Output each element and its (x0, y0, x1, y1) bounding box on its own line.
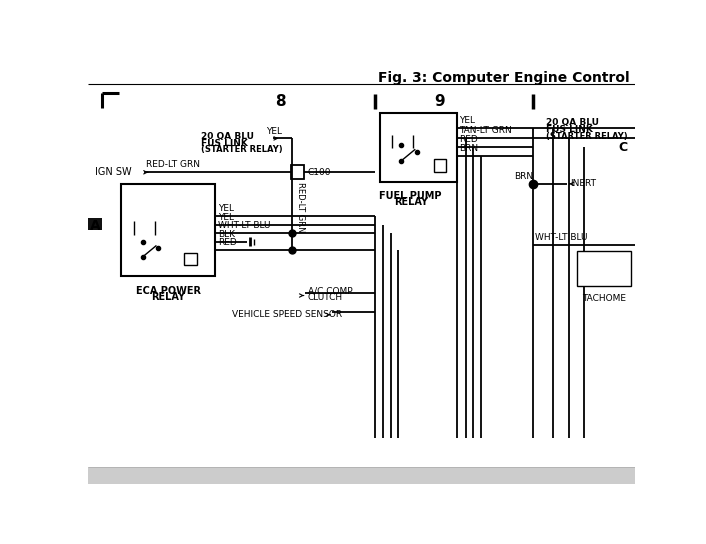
Text: A: A (90, 219, 101, 233)
Text: A/C COMP: A/C COMP (308, 287, 352, 295)
Text: BRN: BRN (459, 144, 478, 153)
Text: BLK: BLK (217, 230, 234, 238)
Bar (184, 253, 197, 265)
Text: RELAY: RELAY (394, 197, 428, 207)
Text: VEHICLE SPEED SENSOR: VEHICLE SPEED SENSOR (232, 310, 342, 319)
Bar (577, 251, 630, 286)
Text: TAN-LT GRN: TAN-LT GRN (459, 126, 511, 135)
Text: CLUTCH: CLUTCH (308, 293, 342, 302)
Text: RED-LT GRN: RED-LT GRN (296, 182, 305, 232)
Bar (291, 165, 304, 179)
Text: YEL: YEL (217, 204, 234, 213)
Text: RED-LT GRN: RED-LT GRN (146, 160, 201, 169)
Text: RED: RED (217, 238, 237, 247)
Text: (STARTER RELAY): (STARTER RELAY) (201, 145, 282, 154)
Text: RELAY: RELAY (151, 292, 185, 302)
Text: C: C (618, 141, 628, 154)
Text: ECA POWER: ECA POWER (136, 286, 201, 295)
Bar (88, 218, 102, 230)
Bar (434, 159, 446, 171)
Text: FUS LINK: FUS LINK (201, 139, 248, 147)
Text: 8: 8 (275, 94, 286, 109)
Text: FUEL PUMP: FUEL PUMP (379, 191, 442, 201)
Text: YEL: YEL (266, 127, 282, 136)
Text: Fig. 3: Computer Engine Control: Fig. 3: Computer Engine Control (378, 71, 629, 85)
Text: RED: RED (459, 135, 477, 144)
Text: WHT-LT BLU: WHT-LT BLU (535, 233, 588, 243)
Text: (STARTER RELAY): (STARTER RELAY) (546, 132, 627, 140)
Text: 20 QA BLU: 20 QA BLU (201, 132, 253, 140)
Text: FUS LINK: FUS LINK (546, 125, 592, 134)
Bar (380, 113, 457, 182)
Text: 9: 9 (434, 94, 445, 109)
Text: BRN: BRN (515, 172, 534, 181)
Text: YEL: YEL (459, 116, 474, 125)
Text: 20 QA BLU: 20 QA BLU (546, 118, 599, 127)
Text: WHT-LT BLU: WHT-LT BLU (217, 221, 270, 230)
Text: TACHOME: TACHOME (582, 294, 626, 303)
Bar (121, 184, 215, 276)
Text: IGN SW: IGN SW (95, 168, 131, 177)
Text: C100: C100 (308, 168, 331, 177)
Text: INERT: INERT (570, 180, 597, 188)
Bar (88, 467, 635, 484)
Text: YEL: YEL (217, 213, 234, 221)
